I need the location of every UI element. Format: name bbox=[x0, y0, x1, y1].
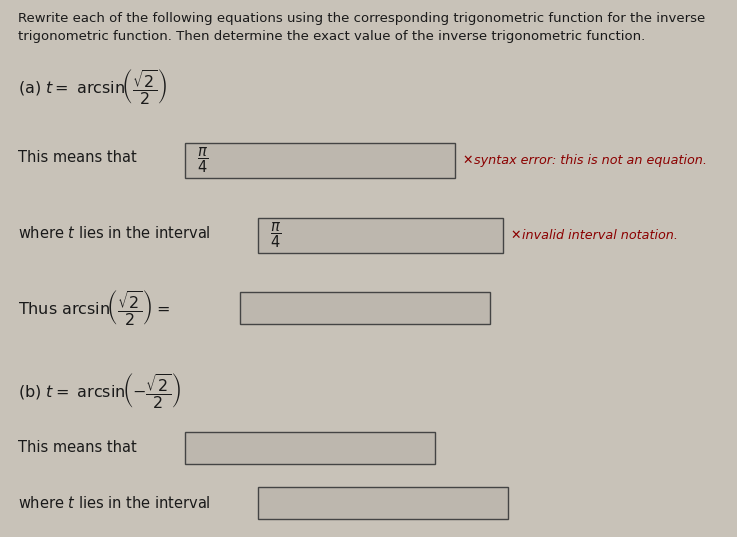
Text: This means that: This means that bbox=[18, 150, 137, 165]
FancyBboxPatch shape bbox=[240, 292, 490, 324]
Text: ✕: ✕ bbox=[462, 154, 472, 167]
FancyBboxPatch shape bbox=[258, 487, 508, 519]
Text: where $t$ lies in the interval: where $t$ lies in the interval bbox=[18, 495, 211, 511]
FancyBboxPatch shape bbox=[258, 218, 503, 253]
Text: This means that: This means that bbox=[18, 440, 137, 455]
Text: where $t$ lies in the interval: where $t$ lies in the interval bbox=[18, 225, 211, 241]
Text: (b) $t =$ arcsin$\!\left(-\dfrac{\sqrt{2}}{2}\right)$: (b) $t =$ arcsin$\!\left(-\dfrac{\sqrt{2… bbox=[18, 372, 181, 411]
Text: $\dfrac{\pi}{4}$: $\dfrac{\pi}{4}$ bbox=[270, 221, 282, 250]
Text: invalid interval notation.: invalid interval notation. bbox=[522, 229, 678, 242]
Text: (a) $t =$ arcsin$\!\left(\dfrac{\sqrt{2}}{2}\right)$: (a) $t =$ arcsin$\!\left(\dfrac{\sqrt{2}… bbox=[18, 68, 167, 107]
Text: $\dfrac{\pi}{4}$: $\dfrac{\pi}{4}$ bbox=[197, 146, 209, 175]
Text: Thus arcsin$\!\left(\dfrac{\sqrt{2}}{2}\right) =$: Thus arcsin$\!\left(\dfrac{\sqrt{2}}{2}\… bbox=[18, 288, 170, 328]
Text: Rewrite each of the following equations using the corresponding trigonometric fu: Rewrite each of the following equations … bbox=[18, 12, 705, 25]
FancyBboxPatch shape bbox=[185, 432, 435, 464]
FancyBboxPatch shape bbox=[185, 143, 455, 178]
Text: syntax error: this is not an equation.: syntax error: this is not an equation. bbox=[474, 154, 707, 167]
Text: trigonometric function. Then determine the exact value of the inverse trigonomet: trigonometric function. Then determine t… bbox=[18, 30, 646, 43]
Text: ✕: ✕ bbox=[510, 229, 520, 242]
